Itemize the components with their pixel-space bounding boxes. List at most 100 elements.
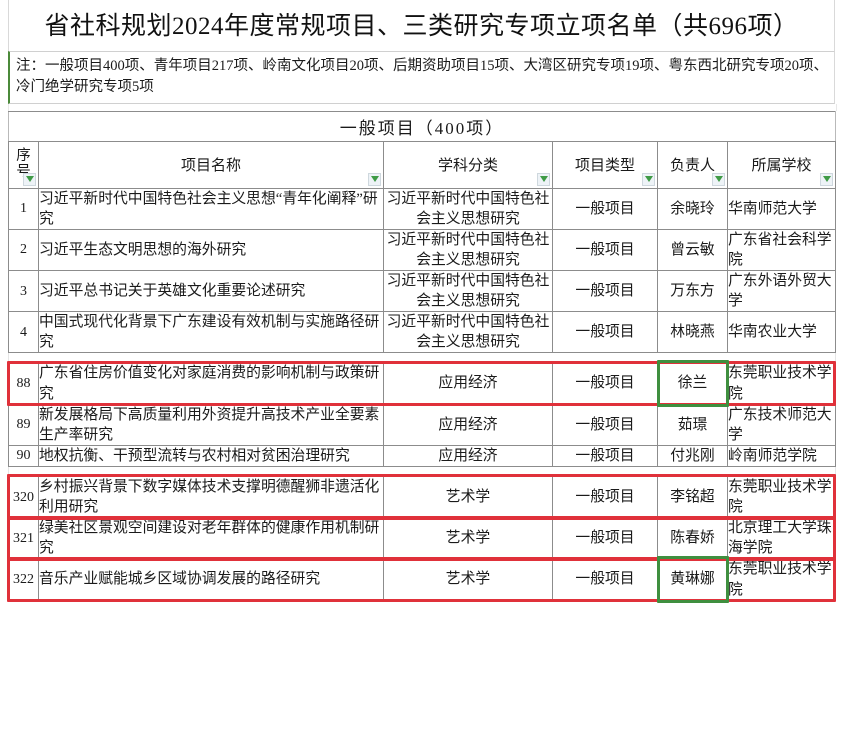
- cell-leader[interactable]: 黄琳娜: [657, 558, 728, 601]
- table-row[interactable]: 320 乡村振兴背景下数字媒体技术支撑明德醒狮非遗活化利用研究 艺术学 一般项目 李铭超…: [8, 475, 837, 519]
- cell-index[interactable]: 3: [8, 269, 39, 313]
- cell-index[interactable]: 89: [8, 403, 39, 446]
- column-header-project-type: 项目类型: [552, 140, 658, 189]
- page-title: 省社科规划2024年度常规项目、三类研究专项立项名单（共696项）: [8, 0, 835, 51]
- cell-project_type[interactable]: 一般项目: [552, 444, 658, 467]
- cell-project_name[interactable]: 习近平生态文明思想的海外研究: [38, 228, 384, 271]
- cell-discipline[interactable]: 艺术学: [383, 558, 553, 601]
- table-row[interactable]: 321 绿美社区景观空间建设对老年群体的健康作用机制研究 艺术学 一般项目 陈春娇 北京理…: [8, 517, 837, 560]
- cell-institution[interactable]: 广东省社会科学院: [726, 228, 837, 271]
- group-gap-row: [7, 466, 837, 477]
- cell-index[interactable]: 2: [8, 228, 39, 271]
- cell-index[interactable]: 320: [8, 475, 39, 519]
- cell-project_type[interactable]: 一般项目: [552, 403, 658, 446]
- cell-institution[interactable]: 华南农业大学: [726, 311, 837, 354]
- cell-institution[interactable]: 广东外语外贸大学: [726, 269, 837, 313]
- cell-project_name[interactable]: 中国式现代化背景下广东建设有效机制与实施路径研究: [38, 311, 384, 354]
- table-row[interactable]: 1 习近平新时代中国特色社会主义思想“青年化阐释”研究 习近平新时代中国特色社会主义…: [8, 187, 837, 230]
- cell-project_type[interactable]: 一般项目: [552, 228, 658, 271]
- column-header-project-name: 项目名称: [38, 140, 384, 189]
- column-header-institution: 所属学校: [726, 140, 837, 189]
- cell-leader[interactable]: 余晓玲: [657, 187, 728, 230]
- cell-project_name[interactable]: 习近平总书记关于英雄文化重要论述研究: [38, 269, 384, 313]
- cell-project_type[interactable]: 一般项目: [552, 362, 658, 405]
- cell-index[interactable]: 1: [8, 187, 39, 230]
- cell-leader[interactable]: 曾云敏: [657, 228, 728, 271]
- column-header-project-type-label: 项目类型: [574, 158, 635, 175]
- cell-discipline[interactable]: 习近平新时代中国特色社会主义思想研究: [383, 311, 553, 354]
- column-header-discipline: 学科分类: [383, 140, 553, 189]
- cell-index[interactable]: 4: [8, 311, 39, 354]
- column-header-index: 序号: [8, 140, 39, 189]
- cell-leader[interactable]: 徐兰: [657, 362, 728, 405]
- column-header-project-name-label: 项目名称: [180, 158, 241, 175]
- table-row[interactable]: 4 中国式现代化背景下广东建设有效机制与实施路径研究 习近平新时代中国特色社会主义思…: [8, 311, 837, 354]
- cell-index[interactable]: 90: [8, 444, 39, 467]
- table-row[interactable]: 2 习近平生态文明思想的海外研究 习近平新时代中国特色社会主义思想研究 一般项目 曾云敏…: [8, 228, 837, 271]
- cell-discipline[interactable]: 应用经济: [383, 403, 553, 446]
- filter-dropdown-project-name[interactable]: [368, 172, 381, 186]
- cell-project_type[interactable]: 一般项目: [552, 269, 658, 313]
- cell-project_name[interactable]: 习近平新时代中国特色社会主义思想“青年化阐释”研究: [38, 187, 384, 230]
- filter-dropdown-leader[interactable]: [712, 172, 725, 186]
- section-header-label: 一般项目（400项）: [7, 110, 837, 142]
- cell-discipline[interactable]: 习近平新时代中国特色社会主义思想研究: [383, 228, 553, 271]
- cell-index[interactable]: 321: [8, 517, 39, 560]
- cell-project_type[interactable]: 一般项目: [552, 558, 658, 601]
- table-body: 1 习近平新时代中国特色社会主义思想“青年化阐释”研究 习近平新时代中国特色社会主义…: [7, 187, 837, 601]
- cell-discipline[interactable]: 习近平新时代中国特色社会主义思想研究: [383, 269, 553, 313]
- filter-dropdown-project-type[interactable]: [642, 172, 655, 186]
- table-row[interactable]: 322 音乐产业赋能城乡区域协调发展的路径研究 艺术学 一般项目 黄琳娜 东莞职业技术学院: [8, 558, 837, 601]
- cell-project_name[interactable]: 绿美社区景观空间建设对老年群体的健康作用机制研究: [38, 517, 384, 560]
- cell-project_type[interactable]: 一般项目: [552, 475, 658, 519]
- cell-institution[interactable]: 东莞职业技术学院: [726, 558, 837, 601]
- cell-project_type[interactable]: 一般项目: [552, 187, 658, 230]
- cell-index[interactable]: 322: [8, 558, 39, 601]
- table-row[interactable]: 3 习近平总书记关于英雄文化重要论述研究 习近平新时代中国特色社会主义思想研究 一般项…: [8, 269, 837, 313]
- cell-leader[interactable]: 茹璟: [657, 403, 728, 446]
- cell-discipline[interactable]: 艺术学: [383, 475, 553, 519]
- cell-leader[interactable]: 林晓燕: [657, 311, 728, 354]
- project-list-table: 一般项目（400项） 序号 项目名称 学科分类: [7, 110, 837, 601]
- cell-discipline[interactable]: 习近平新时代中国特色社会主义思想研究: [383, 187, 553, 230]
- cell-leader[interactable]: 李铭超: [657, 475, 728, 519]
- filter-dropdown-discipline[interactable]: [537, 172, 550, 186]
- column-header-institution-label: 所属学校: [751, 158, 812, 175]
- cell-institution[interactable]: 广东技术师范大学: [726, 403, 837, 446]
- cell-discipline[interactable]: 应用经济: [383, 362, 553, 405]
- cell-institution[interactable]: 北京理工大学珠海学院: [726, 517, 837, 560]
- cell-discipline[interactable]: 应用经济: [383, 444, 553, 467]
- cell-project_name[interactable]: 乡村振兴背景下数字媒体技术支撑明德醒狮非遗活化利用研究: [38, 475, 384, 519]
- cell-leader[interactable]: 陈春娇: [657, 517, 728, 560]
- column-header-leader: 负责人: [657, 140, 728, 189]
- group-gap-cell: [7, 352, 837, 363]
- cell-project_name[interactable]: 新发展格局下高质量利用外资提升高技术产业全要素生产率研究: [38, 403, 384, 446]
- cell-institution[interactable]: 东莞职业技术学院: [726, 362, 837, 405]
- column-header-row: 序号 项目名称 学科分类: [8, 140, 837, 189]
- cell-institution[interactable]: 岭南师范学院: [726, 444, 837, 467]
- cell-project_name[interactable]: 广东省住房价值变化对家庭消费的影响机制与政策研究: [38, 362, 384, 405]
- cell-institution[interactable]: 东莞职业技术学院: [726, 475, 837, 519]
- cell-index[interactable]: 88: [8, 362, 39, 405]
- cell-leader[interactable]: 万东方: [657, 269, 728, 313]
- section-header-row: 一般项目（400项）: [7, 110, 837, 142]
- group-gap-cell: [7, 466, 837, 477]
- column-header-discipline-label: 学科分类: [437, 158, 498, 175]
- cell-institution[interactable]: 华南师范大学: [726, 187, 837, 230]
- title-table-gap: [8, 103, 837, 111]
- cell-project_name[interactable]: 地权抗衡、干预型流转与农村相对贫困治理研究: [38, 444, 384, 467]
- table-head: 一般项目（400项） 序号 项目名称 学科分类: [7, 110, 837, 189]
- table-row[interactable]: 89 新发展格局下高质量利用外资提升高技术产业全要素生产率研究 应用经济 一般项目 茹璟…: [8, 403, 837, 446]
- group-gap-row: [7, 352, 837, 363]
- table-row[interactable]: 88 广东省住房价值变化对家庭消费的影响机制与政策研究 应用经济 一般项目 徐兰 东莞职业…: [8, 362, 837, 405]
- note-text: 注：一般项目400项、青年项目217项、岭南文化项目20项、后期资助项目15项、…: [8, 50, 835, 104]
- cell-discipline[interactable]: 艺术学: [383, 517, 553, 560]
- filter-dropdown-index[interactable]: [23, 172, 36, 186]
- cell-leader[interactable]: 付兆刚: [657, 444, 728, 467]
- filter-dropdown-institution[interactable]: [820, 172, 834, 186]
- cell-project_name[interactable]: 音乐产业赋能城乡区域协调发展的路径研究: [38, 558, 384, 601]
- table-row[interactable]: 90 地权抗衡、干预型流转与农村相对贫困治理研究 应用经济 一般项目 付兆刚 岭南师范学院: [8, 444, 837, 467]
- cell-project_type[interactable]: 一般项目: [552, 517, 658, 560]
- cell-project_type[interactable]: 一般项目: [552, 311, 658, 354]
